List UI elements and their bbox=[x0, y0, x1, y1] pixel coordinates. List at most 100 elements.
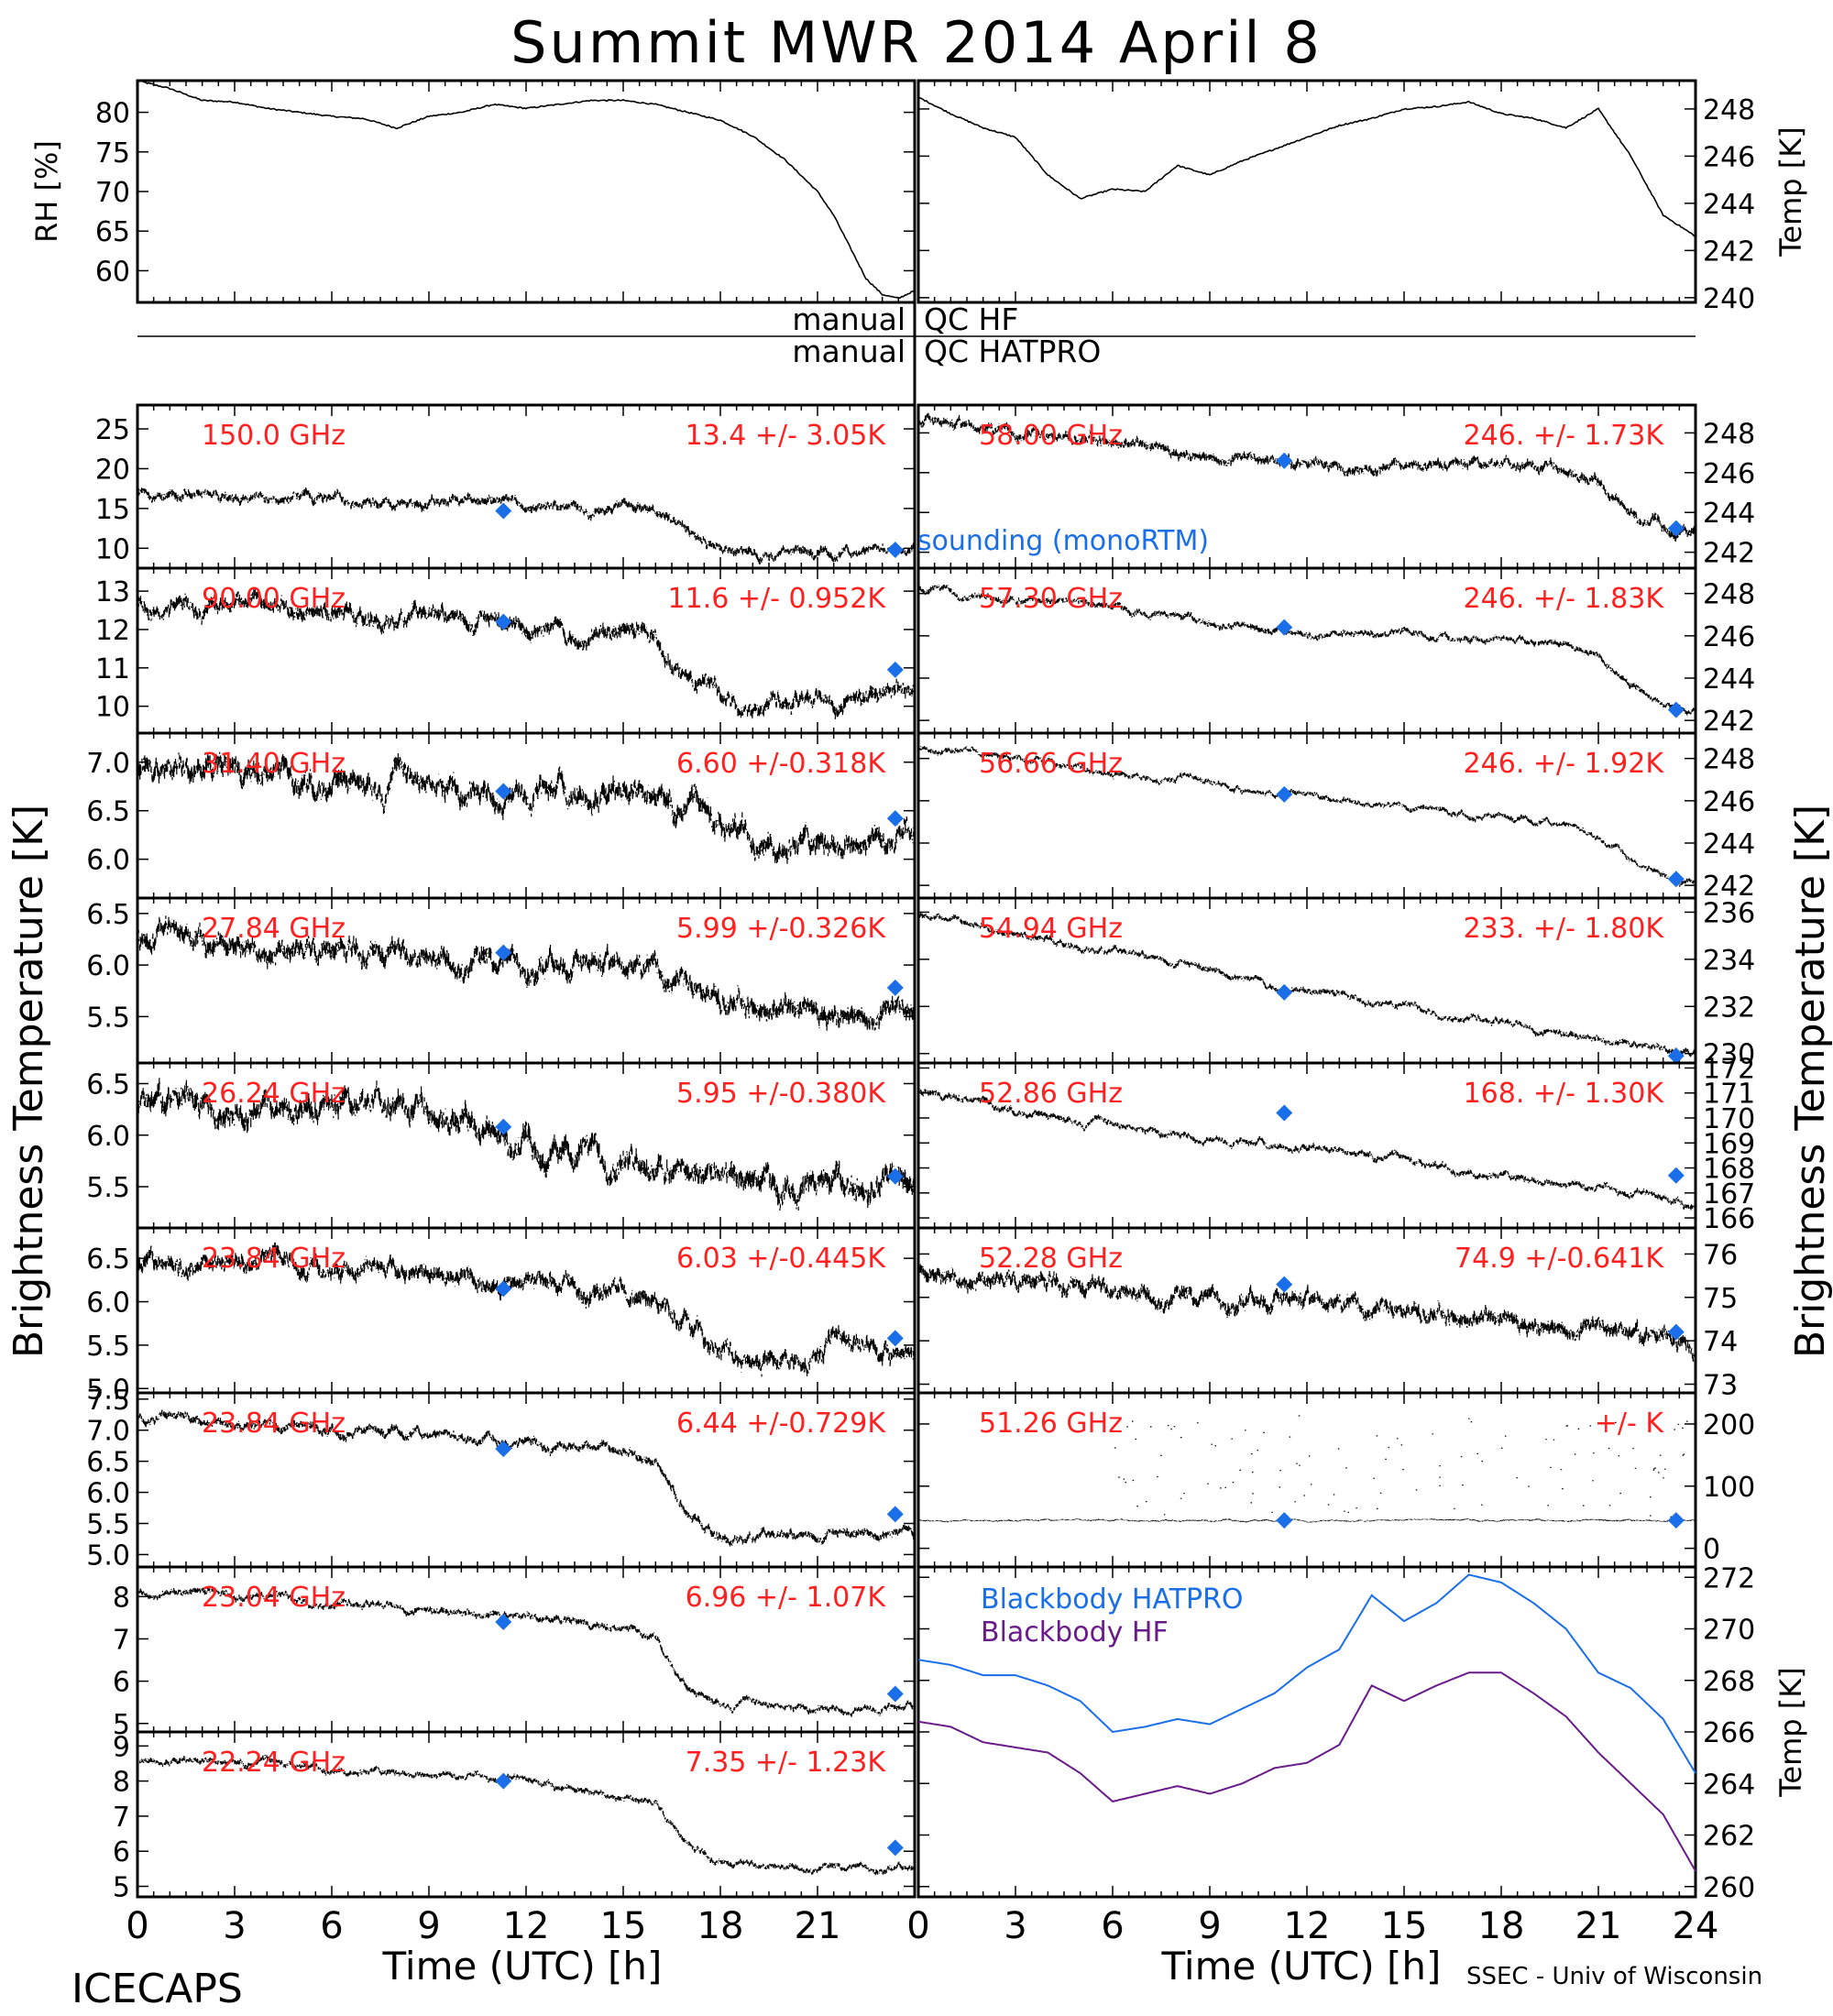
y-tick-label: 167 bbox=[1703, 1178, 1755, 1211]
panel-y-axis-label: Temp [K] bbox=[1773, 126, 1808, 257]
panel-blackbody: 260 262 264 266 268 270 272 Temp [K] Blackbody H… bbox=[916, 1562, 1808, 1904]
y-tick-label: 25 bbox=[95, 414, 130, 446]
sounding-point-1 bbox=[1667, 701, 1685, 718]
sounding-point-0 bbox=[1276, 1512, 1293, 1529]
y-tick-label: 6.0 bbox=[86, 950, 130, 982]
y-tick-label: 7.0 bbox=[86, 748, 130, 780]
y-tick-label: 268 bbox=[1703, 1666, 1755, 1698]
sounding-point-0 bbox=[495, 1614, 512, 1630]
sounding-point-1 bbox=[886, 1330, 904, 1347]
sounding-point-0 bbox=[495, 1118, 512, 1135]
y-tick-label: 10 bbox=[95, 692, 130, 724]
qc-hatpro-left-label: manual bbox=[792, 334, 906, 369]
y-tick-label: 272 bbox=[1703, 1562, 1755, 1594]
channel-label: 23.84 GHz bbox=[202, 1243, 346, 1275]
sounding-point-1 bbox=[1667, 1512, 1685, 1529]
y-tick-label: 13 bbox=[95, 576, 130, 608]
sounding-legend: sounding (monoRTM) bbox=[917, 525, 1209, 557]
y-tick-label: 12 bbox=[95, 615, 130, 647]
y-tick-label: 9 bbox=[113, 1731, 130, 1763]
panel-right7: 0 100 200 51.26 GHz +/- K bbox=[916, 1391, 1755, 1569]
channel-label: 54.94 GHz bbox=[979, 913, 1123, 945]
series-line-1 bbox=[917, 1671, 1696, 1872]
channel-stats: 11.6 +/- 0.952K bbox=[668, 583, 887, 615]
x-tick-label: 21 bbox=[1575, 1905, 1622, 1947]
footer-left-label: ICECAPS bbox=[71, 1966, 243, 2012]
y-tick-label: 270 bbox=[1703, 1615, 1755, 1647]
y-tick-label: 75 bbox=[95, 137, 130, 170]
x-axis-label-right: Time (UTC) [h] bbox=[1161, 1944, 1442, 1989]
sounding-point-0 bbox=[495, 1280, 512, 1298]
x-tick-label: 0 bbox=[906, 1905, 929, 1947]
y-tick-label: 100 bbox=[1703, 1472, 1755, 1504]
series-line bbox=[917, 95, 1696, 237]
y-tick-label: 248 bbox=[1703, 418, 1755, 450]
x-axis-label-left: Time (UTC) [h] bbox=[382, 1944, 663, 1989]
y-tick-label: 242 bbox=[1703, 706, 1755, 738]
series-points bbox=[918, 746, 1696, 887]
y-tick-label: 6.0 bbox=[86, 1121, 130, 1153]
sounding-point-1 bbox=[886, 1167, 904, 1185]
y-tick-label: 7.0 bbox=[86, 1416, 130, 1448]
channel-label: 23.84 GHz bbox=[202, 1408, 346, 1440]
channel-stats: 5.99 +/-0.326K bbox=[676, 913, 886, 945]
y-tick-label: 7.5 bbox=[86, 1385, 130, 1417]
channel-label: 58.00 GHz bbox=[979, 420, 1123, 452]
channel-label: 90.00 GHz bbox=[202, 583, 346, 615]
sounding-point-1 bbox=[886, 979, 904, 996]
y-tick-label: 244 bbox=[1703, 498, 1755, 530]
qc-hf-left-label: manual bbox=[792, 301, 906, 337]
y-tick-label: 74 bbox=[1703, 1326, 1738, 1358]
series-points bbox=[918, 1089, 1696, 1211]
y-tick-label: 242 bbox=[1703, 871, 1755, 903]
y-tick-label: 168 bbox=[1703, 1154, 1755, 1186]
y-tick-label: 246 bbox=[1703, 621, 1755, 653]
channel-stats: 6.60 +/-0.318K bbox=[676, 748, 886, 780]
y-tick-label: 248 bbox=[1703, 744, 1755, 776]
channel-stats: 246. +/- 1.83K bbox=[1464, 583, 1665, 615]
y-tick-label: 200 bbox=[1703, 1409, 1755, 1441]
channel-label: 23.04 GHz bbox=[202, 1582, 346, 1614]
panel-y-axis-label: Temp [K] bbox=[1773, 1667, 1808, 1797]
y-tick-label: 5.0 bbox=[86, 1539, 130, 1572]
y-tick-label: 244 bbox=[1703, 189, 1755, 221]
y-tick-label: 5.0 bbox=[86, 1374, 130, 1406]
y-tick-label: 73 bbox=[1703, 1370, 1738, 1402]
y-tick-label: 8 bbox=[113, 1767, 130, 1799]
sounding-point-1 bbox=[1667, 871, 1685, 888]
y-tick-label: 246 bbox=[1703, 458, 1755, 490]
y-tick-label: 234 bbox=[1703, 945, 1755, 977]
right-y-axis-label: Brightness Temperature [K] bbox=[1787, 805, 1833, 1358]
channel-label: 52.86 GHz bbox=[979, 1078, 1123, 1110]
channel-label: 31.40 GHz bbox=[202, 748, 346, 780]
x-tick-labels-left: 0 3 6 9 12 15 18 21 bbox=[126, 1905, 840, 1947]
channel-stats: 233. +/- 1.80K bbox=[1464, 913, 1665, 945]
left-y-axis-label: Brightness Temperature [K] bbox=[5, 805, 52, 1358]
y-tick-label: 20 bbox=[95, 454, 130, 486]
series-points bbox=[137, 1755, 915, 1876]
y-tick-label: 236 bbox=[1703, 897, 1755, 929]
x-tick-label: 21 bbox=[795, 1905, 841, 1947]
series-line-0 bbox=[917, 1573, 1696, 1774]
y-tick-label: 70 bbox=[95, 177, 130, 209]
channel-stats: 6.96 +/- 1.07K bbox=[686, 1582, 887, 1614]
y-tick-label: 5.5 bbox=[86, 1172, 130, 1204]
panel-rh: 60 65 70 75 80 RH [%] bbox=[29, 79, 916, 304]
y-tick-label: 5.5 bbox=[86, 1509, 130, 1541]
y-tick-label: 5 bbox=[113, 1709, 130, 1741]
y-tick-label: 76 bbox=[1703, 1239, 1738, 1271]
sounding-point-0 bbox=[1276, 1104, 1293, 1122]
channel-stats: 13.4 +/- 3.05K bbox=[686, 420, 887, 452]
y-tick-label: 244 bbox=[1703, 663, 1755, 696]
sounding-point-1 bbox=[886, 661, 904, 678]
x-tick-label: 12 bbox=[503, 1905, 550, 1947]
x-tick-label: 15 bbox=[600, 1905, 647, 1947]
series-points bbox=[918, 412, 1696, 542]
y-tick-label: 171 bbox=[1703, 1079, 1755, 1111]
sounding-point-1 bbox=[1667, 520, 1685, 537]
x-tick-label: 9 bbox=[1198, 1905, 1221, 1947]
channel-stats: 6.03 +/-0.445K bbox=[676, 1243, 886, 1275]
y-tick-label: 266 bbox=[1703, 1717, 1755, 1749]
